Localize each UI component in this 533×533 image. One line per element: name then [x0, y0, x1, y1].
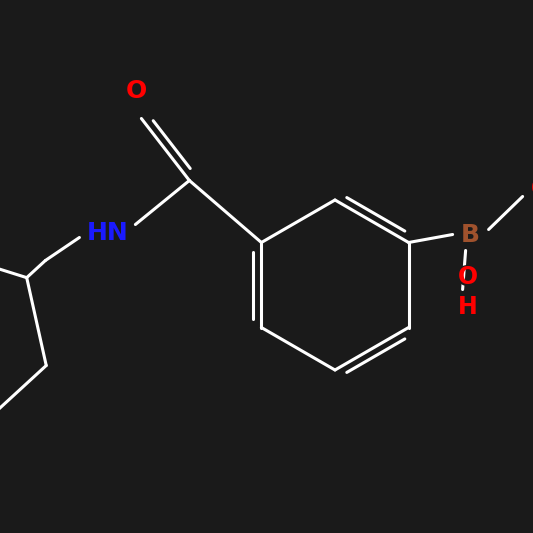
Text: HN: HN — [83, 219, 132, 246]
Text: O: O — [124, 77, 149, 104]
Text: O: O — [457, 265, 478, 289]
Text: H: H — [458, 295, 478, 319]
Text: B: B — [461, 222, 480, 246]
Text: O: O — [126, 78, 147, 102]
Text: HN: HN — [86, 221, 128, 245]
Text: B: B — [459, 221, 482, 248]
Text: H: H — [456, 294, 479, 321]
Text: OH: OH — [527, 174, 533, 203]
Text: O: O — [456, 263, 479, 292]
Text: OH: OH — [531, 176, 533, 200]
